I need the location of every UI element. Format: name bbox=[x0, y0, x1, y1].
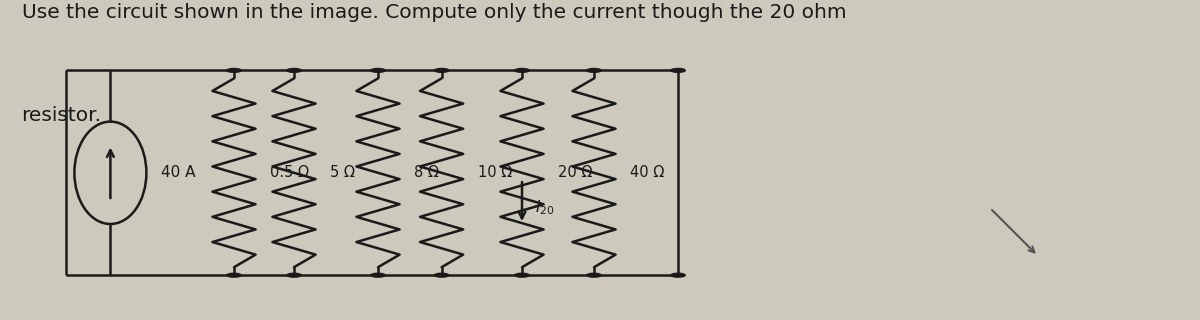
Circle shape bbox=[515, 68, 529, 72]
Circle shape bbox=[587, 273, 601, 277]
Text: 0.5 Ω: 0.5 Ω bbox=[270, 165, 310, 180]
Circle shape bbox=[287, 68, 301, 72]
Circle shape bbox=[671, 68, 685, 72]
Circle shape bbox=[434, 273, 449, 277]
Circle shape bbox=[587, 68, 601, 72]
Circle shape bbox=[227, 273, 241, 277]
Circle shape bbox=[671, 273, 685, 277]
Circle shape bbox=[287, 273, 301, 277]
Circle shape bbox=[227, 68, 241, 72]
Text: $I_{20}$: $I_{20}$ bbox=[535, 199, 554, 217]
Text: 8 Ω: 8 Ω bbox=[414, 165, 439, 180]
Circle shape bbox=[515, 273, 529, 277]
Text: resistor.: resistor. bbox=[22, 106, 102, 124]
Circle shape bbox=[434, 68, 449, 72]
Text: 20 Ω: 20 Ω bbox=[558, 165, 593, 180]
Circle shape bbox=[371, 273, 385, 277]
Text: Use the circuit shown in the image. Compute only the current though the 20 ohm: Use the circuit shown in the image. Comp… bbox=[22, 3, 846, 22]
Text: 5 Ω: 5 Ω bbox=[330, 165, 355, 180]
Text: 10 Ω: 10 Ω bbox=[478, 165, 512, 180]
Text: 40 Ω: 40 Ω bbox=[630, 165, 665, 180]
Text: 40 A: 40 A bbox=[161, 165, 196, 180]
Circle shape bbox=[371, 68, 385, 72]
